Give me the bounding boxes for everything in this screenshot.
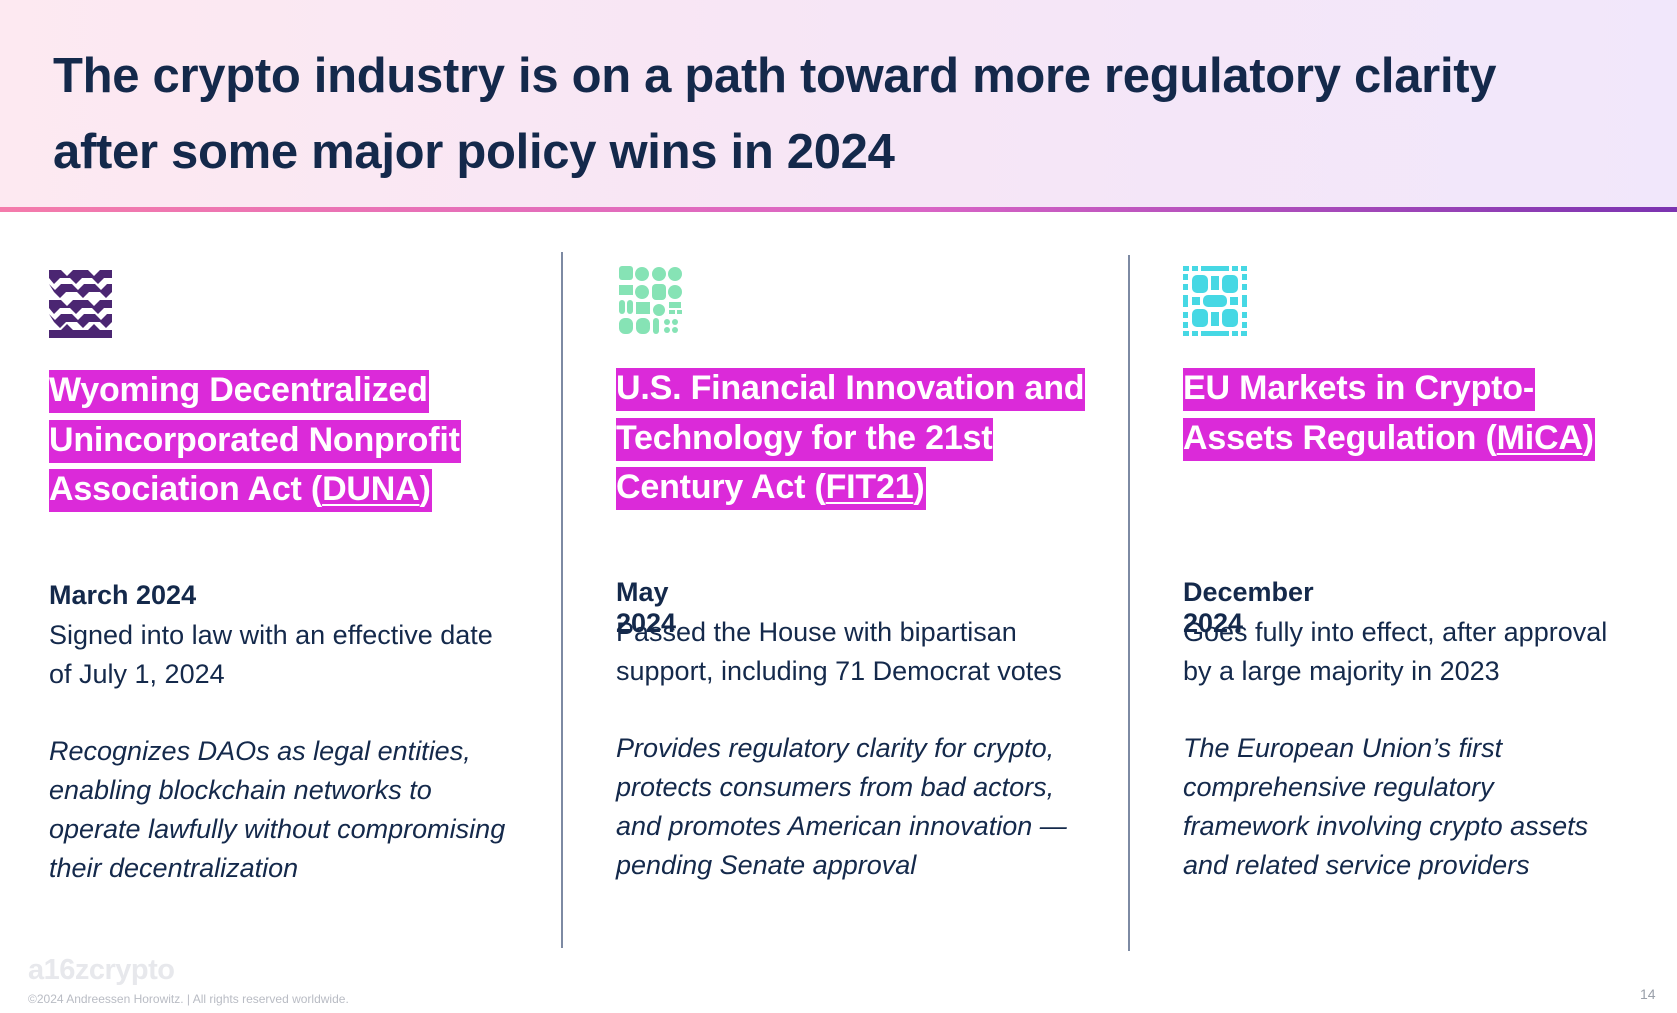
policy-status: Goes fully into effect, after approval b… (1183, 617, 1608, 686)
page-number: 14 (1640, 986, 1656, 1002)
green-pattern-icon (619, 266, 682, 334)
purple-pattern-icon (49, 270, 112, 338)
policy-title-suffix: ) (913, 468, 925, 506)
policy-description: Recognizes DAOs as legal entities, enabl… (49, 736, 506, 883)
copyright-text: ©2024 Andreessen Horowitz. | All rights … (28, 992, 349, 1006)
policy-title-text: EU Markets in Crypto-Assets Regulation ( (1183, 369, 1534, 457)
policy-title: U.S. Financial Innovation and Technology… (616, 364, 1086, 513)
policy-status: Signed into law with an effective date o… (49, 620, 493, 689)
policy-date: March 2024 (49, 580, 197, 610)
policy-title-suffix: ) (419, 470, 431, 508)
column-divider (1128, 255, 1130, 951)
policy-title-text: U.S. Financial Innovation and Technology… (616, 369, 1085, 506)
policy-title-text: Wyoming Decentralized Unincorporated Non… (49, 371, 460, 508)
policy-description: The European Union’s first comprehensive… (1183, 733, 1589, 880)
cyan-pattern-icon (1183, 266, 1247, 336)
policy-acronym-link[interactable]: DUNA (322, 470, 420, 508)
policy-title-suffix: ) (1582, 418, 1594, 457)
policy-date: May 2024 (616, 577, 677, 638)
column-divider (561, 252, 563, 948)
slide-header: The crypto industry is on a path toward … (0, 0, 1677, 207)
company-logo: a16zcrypto (28, 954, 175, 986)
policy-title: EU Markets in Crypto-Assets Regulation (… (1183, 364, 1603, 463)
policy-acronym-link[interactable]: FIT21 (825, 468, 914, 506)
header-divider (0, 207, 1677, 212)
policy-acronym-link[interactable]: MiCA (1496, 418, 1583, 457)
policy-date: December 2024 (1183, 577, 1314, 638)
policy-description: Provides regulatory clarity for crypto, … (616, 733, 1067, 880)
policy-status: Passed the House with bipartisan support… (616, 617, 1062, 686)
page-title: The crypto industry is on a path toward … (53, 49, 1497, 179)
policy-title: Wyoming Decentralized Unincorporated Non… (49, 366, 509, 515)
